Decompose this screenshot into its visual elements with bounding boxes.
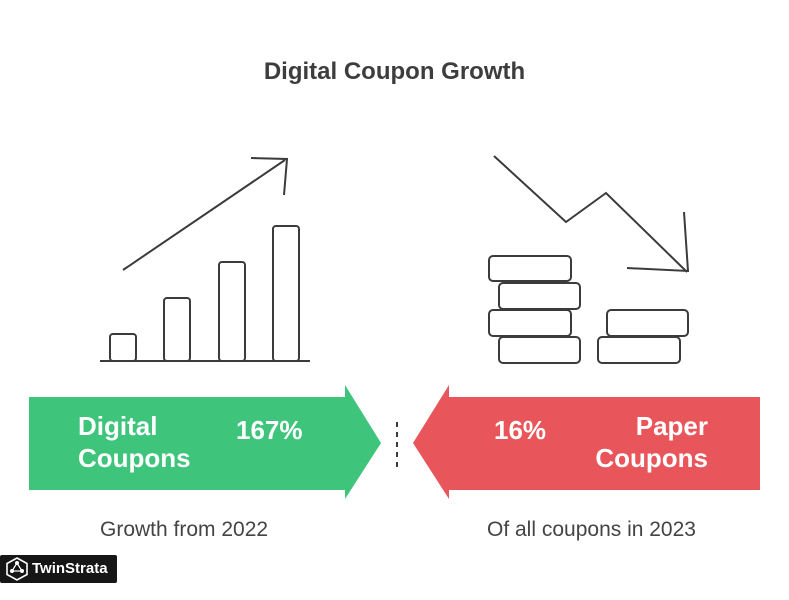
paper-label-line1: Paper xyxy=(635,411,708,441)
bar-1 xyxy=(109,333,137,362)
bar-2 xyxy=(163,297,191,362)
paper-label-line2: Coupons xyxy=(595,443,708,473)
up-arrow-head xyxy=(250,157,289,196)
logo-text: TwinStrata xyxy=(32,560,108,577)
up-arrow-shaft xyxy=(122,159,286,271)
digital-label-line1: Digital xyxy=(78,411,158,441)
coin-5 xyxy=(606,309,689,337)
paper-arrow-banner xyxy=(413,385,760,499)
diagram-title: Digital Coupon Growth xyxy=(263,58,526,85)
digital-caption: Growth from 2022 xyxy=(100,518,269,541)
coin-6 xyxy=(597,336,681,364)
paper-label: Paper Coupons xyxy=(590,410,708,474)
digital-arrow-banner xyxy=(29,385,381,499)
paper-caption: Of all coupons in 2023 xyxy=(487,518,696,541)
coin-1 xyxy=(488,255,572,282)
bar-3 xyxy=(218,261,246,362)
digital-label-line2: Coupons xyxy=(78,443,191,473)
coin-3 xyxy=(488,309,572,337)
digital-label: Digital Coupons xyxy=(78,410,191,474)
coin-4 xyxy=(498,336,581,364)
coin-2 xyxy=(498,282,581,310)
bar-chart-up-icon xyxy=(100,157,310,362)
coin-stacks-down-icon xyxy=(488,155,690,364)
digital-value: 167% xyxy=(236,415,303,445)
bar-4 xyxy=(272,225,300,362)
network-hexagon-icon xyxy=(6,557,28,581)
twinstrata-logo: TwinStrata xyxy=(0,555,117,583)
down-arrow-shaft xyxy=(493,155,688,273)
down-arrow-head xyxy=(626,211,690,273)
paper-value: 16% xyxy=(494,415,547,445)
